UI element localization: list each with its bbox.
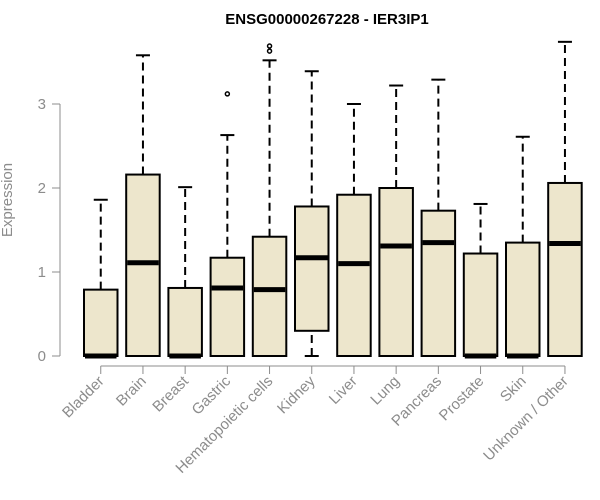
chart-title: ENSG00000267228 - IER3IP1: [225, 11, 428, 28]
y-tick-label: 3: [38, 96, 46, 113]
box-pancreas: [420, 78, 457, 357]
x-tick-label: Kidney: [274, 372, 319, 417]
box-iqr: [83, 288, 119, 358]
box-lung: [378, 84, 414, 357]
box-iqr: [505, 241, 541, 358]
box-bladder: [83, 198, 119, 359]
y-tick-label: 1: [38, 264, 46, 281]
y-tick-label: 2: [38, 180, 46, 197]
x-tick-label: Skin: [497, 373, 530, 406]
box-iqr: [251, 235, 288, 357]
box-iqr: [547, 181, 583, 357]
x-tick-label: Brain: [113, 373, 150, 410]
box-unknown-other: [547, 40, 583, 357]
y-axis-label: Expression: [0, 163, 16, 237]
x-tick-label: Prostate: [436, 373, 488, 425]
box-iqr: [125, 173, 161, 357]
box-iqr: [336, 193, 372, 357]
plot-area: [83, 40, 583, 359]
box-iqr: [420, 209, 457, 357]
x-tick-label: Lung: [367, 373, 403, 409]
box-iqr: [462, 252, 499, 358]
box-skin: [505, 135, 541, 359]
outlier-point: [224, 91, 231, 97]
box-gastric: [209, 91, 246, 357]
box-iqr: [209, 256, 246, 357]
box-liver: [336, 103, 372, 357]
box-breast: [167, 186, 203, 359]
outlier-point: [266, 48, 273, 54]
box-prostate: [462, 202, 499, 359]
box-kidney: [294, 70, 330, 357]
x-tick-label: Breast: [149, 372, 192, 415]
box-brain: [125, 54, 161, 357]
box-hematopoietic-cells: [251, 43, 288, 357]
y-tick-label: 0: [38, 348, 46, 365]
outlier-point: [266, 43, 273, 49]
x-tick-label: Liver: [326, 373, 361, 408]
x-tick-label: Bladder: [59, 373, 108, 422]
y-axis: 0 1 2 3: [38, 96, 61, 365]
box-iqr: [167, 286, 203, 357]
box-iqr: [294, 205, 330, 332]
box-iqr: [378, 187, 414, 357]
